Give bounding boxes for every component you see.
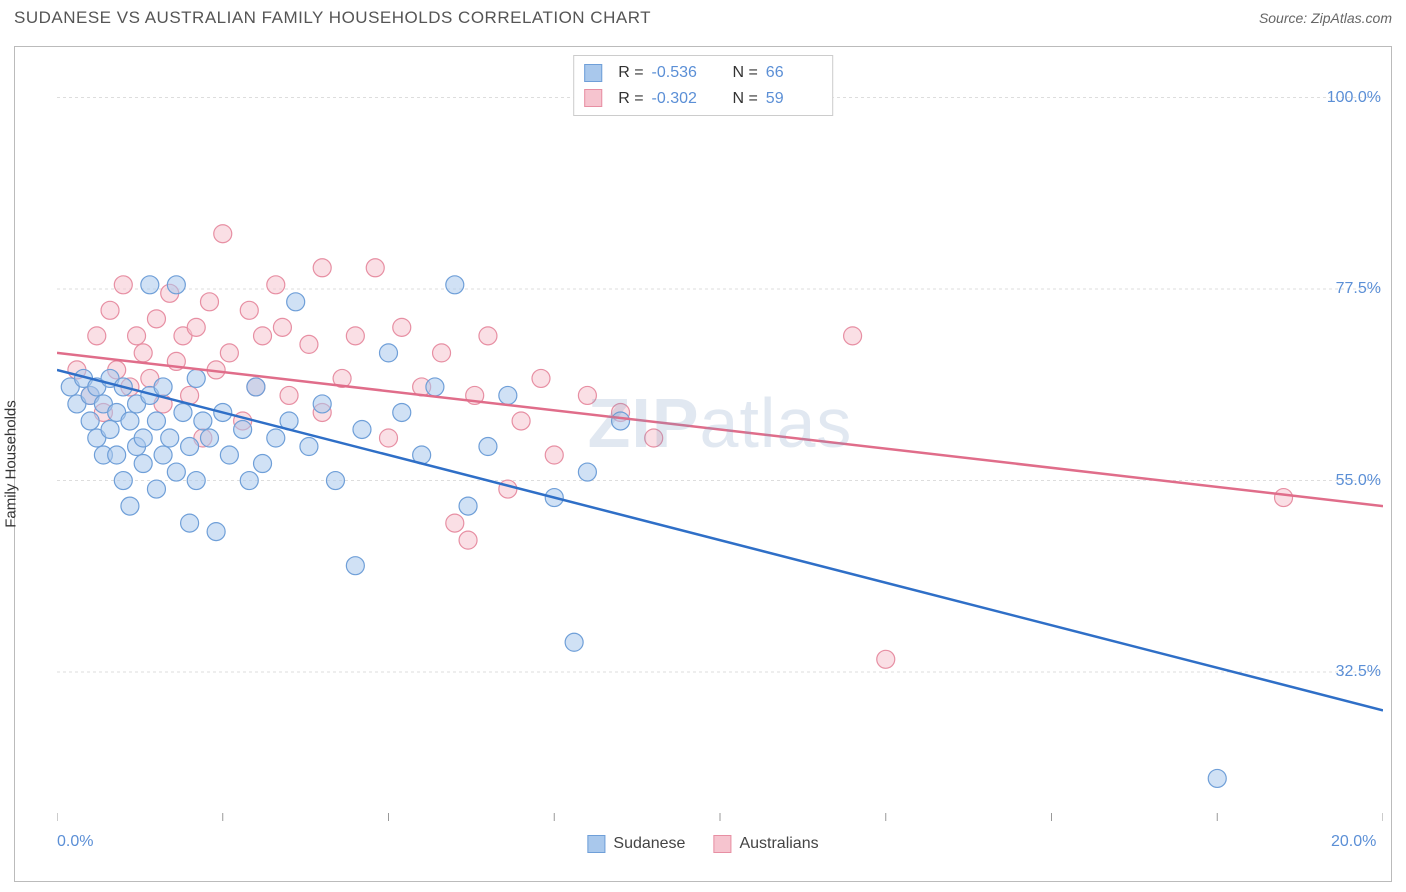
y-tick-label: 77.5% bbox=[1336, 280, 1381, 298]
legend-label: Sudanese bbox=[613, 835, 685, 852]
legend-swatch bbox=[587, 835, 605, 853]
x-tick-label: 0.0% bbox=[57, 833, 93, 851]
scatter-svg bbox=[57, 55, 1383, 821]
correlation-legend: R = -0.536 N = 66R = -0.302 N = 59 bbox=[573, 55, 833, 116]
legend-swatch bbox=[584, 64, 602, 82]
legend-item: Australians bbox=[713, 835, 818, 853]
y-tick-label: 32.5% bbox=[1336, 663, 1381, 681]
chart-header: SUDANESE VS AUSTRALIAN FAMILY HOUSEHOLDS… bbox=[0, 0, 1406, 34]
legend-item: Sudanese bbox=[587, 835, 685, 853]
legend-swatch bbox=[584, 89, 602, 107]
series-legend: Sudanese Australians bbox=[587, 835, 818, 853]
chart-container: Family Households ZIPatlas R = -0.536 N … bbox=[14, 46, 1392, 882]
correlation-legend-row: R = -0.302 N = 59 bbox=[584, 86, 822, 112]
legend-label: Australians bbox=[739, 835, 818, 852]
x-tick-label: 20.0% bbox=[1331, 833, 1376, 851]
plot-area: ZIPatlas bbox=[57, 55, 1383, 821]
y-axis-label: Family Households bbox=[3, 400, 20, 528]
chart-title: SUDANESE VS AUSTRALIAN FAMILY HOUSEHOLDS… bbox=[14, 8, 651, 28]
source-attribution: Source: ZipAtlas.com bbox=[1259, 10, 1392, 26]
correlation-legend-row: R = -0.536 N = 66 bbox=[584, 60, 822, 86]
y-tick-label: 55.0% bbox=[1336, 472, 1381, 490]
y-tick-label: 100.0% bbox=[1327, 89, 1381, 107]
legend-swatch bbox=[713, 835, 731, 853]
